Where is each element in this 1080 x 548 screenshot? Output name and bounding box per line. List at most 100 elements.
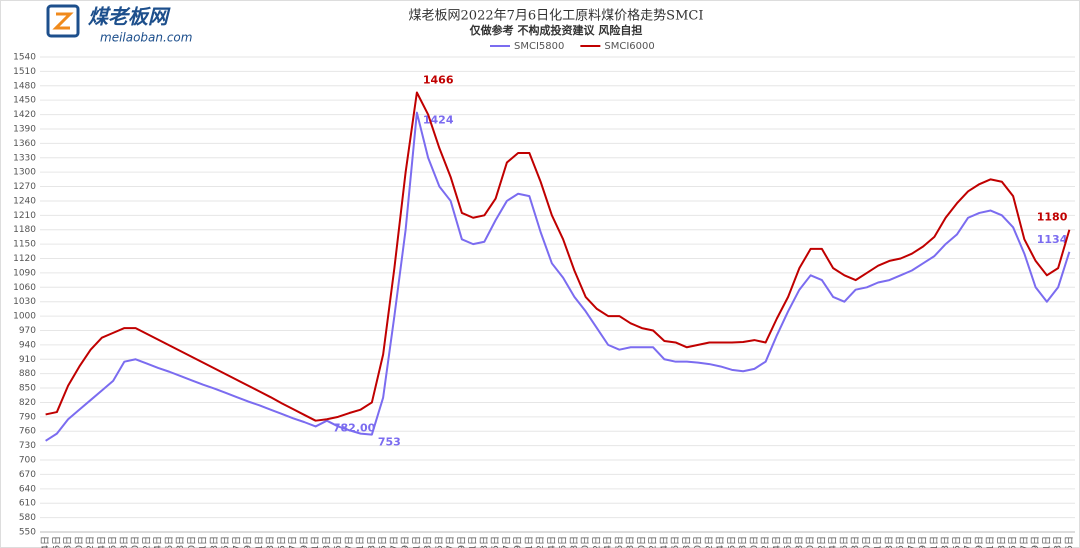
y-tick-label: 970 xyxy=(19,326,36,336)
data-label: 753 xyxy=(378,436,401,449)
x-tick-label: 1月8日 xyxy=(63,536,74,548)
x-tick-label: 6月7日 xyxy=(906,536,917,548)
y-tick-label: 790 xyxy=(19,412,36,422)
y-tick-label: 1210 xyxy=(13,211,36,221)
x-tick-label: 5月10日 xyxy=(749,536,760,548)
y-tick-label: 1300 xyxy=(13,168,36,178)
x-tick-label: 5月12日 xyxy=(760,536,771,548)
x-tick-label: 5月4日 xyxy=(715,536,726,548)
x-tick-label: 3月31日 xyxy=(524,536,535,548)
y-tick-label: 1480 xyxy=(13,81,36,91)
y-tick-label: 1270 xyxy=(13,182,36,192)
logo-name: 煤老板网 xyxy=(88,5,171,29)
logo-icon xyxy=(46,4,80,38)
x-tick-label: 1月16日 xyxy=(108,536,119,548)
y-tick-label: 1240 xyxy=(13,196,36,206)
x-tick-label: 6月1日 xyxy=(873,536,884,548)
x-tick-label: 6月15日 xyxy=(951,536,962,548)
x-tick-label: 2月7日 xyxy=(231,536,242,548)
x-tick-label: 2月25日 xyxy=(333,536,344,548)
x-tick-label: 1月10日 xyxy=(74,536,85,548)
y-tick-label: 1510 xyxy=(13,67,36,77)
x-tick-label: 3月25日 xyxy=(490,536,501,548)
x-tick-label: 2月19日 xyxy=(299,536,310,548)
x-tick-label: 1月22日 xyxy=(141,536,152,548)
x-tick-label: 4月4日 xyxy=(546,536,557,548)
y-tick-label: 1390 xyxy=(13,124,36,134)
y-tick-label: 1000 xyxy=(13,312,36,322)
x-tick-label: 6月21日 xyxy=(985,536,996,548)
x-tick-label: 1月6日 xyxy=(51,536,62,548)
y-tick-label: 1330 xyxy=(13,153,36,163)
y-tick-label: 580 xyxy=(19,513,36,523)
x-tick-label: 4月12日 xyxy=(591,536,602,548)
x-tick-label: 7月5日 xyxy=(1064,536,1075,548)
x-tick-label: 1月18日 xyxy=(119,536,130,548)
x-tick-label: 1月24日 xyxy=(153,536,164,548)
chart-title: 煤老板网2022年7月6日化工原料煤价格走势SMCI xyxy=(409,8,704,24)
x-tick-label: 6月29日 xyxy=(1030,536,1041,548)
x-tick-label: 2月9日 xyxy=(243,536,254,548)
x-tick-label: 3月19日 xyxy=(456,536,467,548)
x-tick-label: 5月28日 xyxy=(850,536,861,548)
x-tick-label: 6月19日 xyxy=(974,536,985,548)
x-tick-label: 6月13日 xyxy=(940,536,951,548)
x-tick-label: 4月28日 xyxy=(681,536,692,548)
y-tick-label: 1180 xyxy=(13,225,36,235)
x-tick-label: 4月26日 xyxy=(670,536,681,548)
y-tick-label: 640 xyxy=(19,484,36,494)
y-tick-label: 940 xyxy=(19,340,36,350)
logo: 煤老板网 meilaoban.com xyxy=(46,4,192,45)
x-tick-label: 3月15日 xyxy=(434,536,445,548)
logo-site: meilaoban.com xyxy=(100,31,192,45)
x-tick-label: 3月27日 xyxy=(501,536,512,548)
y-tick-label: 820 xyxy=(19,398,36,408)
y-tick-label: 1420 xyxy=(13,110,36,120)
x-tick-label: 4月10日 xyxy=(580,536,591,548)
legend-label: SMCI5800 xyxy=(514,41,564,52)
x-tick-label: 6月5日 xyxy=(895,536,906,548)
x-tick-label: 4月22日 xyxy=(648,536,659,548)
x-tick-label: 5月18日 xyxy=(794,536,805,548)
x-tick-label: 3月13日 xyxy=(423,536,434,548)
y-tick-label: 1450 xyxy=(13,96,36,106)
x-tick-label: 3月17日 xyxy=(445,536,456,548)
x-tick-label: 4月30日 xyxy=(693,536,704,548)
y-tick-label: 1090 xyxy=(13,268,36,278)
x-tick-label: 4月16日 xyxy=(614,536,625,548)
y-tick-label: 1360 xyxy=(13,139,36,149)
x-tick-label: 1月12日 xyxy=(85,536,96,548)
x-tick-label: 6月11日 xyxy=(929,536,940,548)
y-tick-label: 880 xyxy=(19,369,36,379)
y-tick-label: 1150 xyxy=(13,240,36,250)
x-tick-label: 4月8日 xyxy=(569,536,580,548)
x-tick-label: 5月20日 xyxy=(805,536,816,548)
x-tick-label: 4月2日 xyxy=(535,536,546,548)
x-tick-label: 2月11日 xyxy=(254,536,265,548)
x-tick-label: 4月18日 xyxy=(625,536,636,548)
x-tick-label: 2月15日 xyxy=(276,536,287,548)
x-tick-label: 7月3日 xyxy=(1053,536,1064,548)
x-tick-label: 5月30日 xyxy=(861,536,872,548)
data-label: 1180 xyxy=(1037,211,1068,224)
x-tick-label: 1月14日 xyxy=(96,536,107,548)
x-tick-label: 1月4日 xyxy=(40,536,51,548)
y-tick-label: 670 xyxy=(19,470,36,480)
y-tick-label: 1030 xyxy=(13,297,36,307)
chart-subtitle: 仅做参考 不构成投资建议 风险自担 xyxy=(469,23,643,37)
x-tick-label: 2月27日 xyxy=(344,536,355,548)
data-label: 1134 xyxy=(1037,233,1068,246)
x-tick-label: 4月14日 xyxy=(603,536,614,548)
y-tick-label: 760 xyxy=(19,427,36,437)
x-tick-label: 6月17日 xyxy=(963,536,974,548)
y-tick-label: 610 xyxy=(19,499,36,509)
x-tick-label: 4月6日 xyxy=(558,536,569,548)
x-tick-label: 2月5日 xyxy=(220,536,231,548)
x-tick-label: 5月26日 xyxy=(839,536,850,548)
x-tick-label: 1月28日 xyxy=(175,536,186,548)
data-label: 782.00 xyxy=(333,422,376,435)
series-line xyxy=(45,91,1071,422)
x-tick-label: 6月25日 xyxy=(1008,536,1019,548)
